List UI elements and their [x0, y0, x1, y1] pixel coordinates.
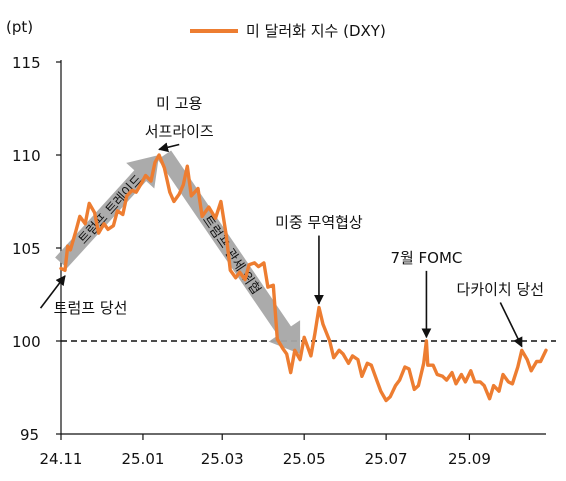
- y-axis-ticks: [56, 61, 61, 435]
- annotation-arrow: [39, 275, 66, 309]
- x-axis: 24.11 25.01 25.03 25.05 25.07 25.09: [40, 434, 491, 468]
- annotation-label: 서프라이즈: [145, 123, 214, 141]
- annotation-label: 7월 FOMC: [390, 249, 462, 267]
- annotation-arrow: [499, 302, 523, 348]
- annotation-label: 트럼프 당선: [54, 299, 128, 317]
- trend-arrow: [55, 155, 160, 269]
- trend-arrow-label: 트럼프 관세 위협: [199, 213, 263, 297]
- x-tick-label: 25.09: [448, 450, 491, 468]
- y-tick-label-95: 95: [20, 426, 39, 444]
- y-tick-label-105: 105: [12, 240, 41, 258]
- legend: 미 달러화 지수 (DXY): [190, 22, 386, 40]
- series-layer: [59, 153, 548, 403]
- y-tick-label-110: 110: [12, 147, 41, 165]
- y-tick-label-100: 100: [12, 333, 41, 351]
- y-unit-label: (pt): [6, 18, 33, 36]
- annotation-label: 미중 무역협상: [275, 214, 363, 232]
- y-tick-label-115: 115: [12, 54, 41, 72]
- x-tick-label: 25.05: [283, 450, 326, 468]
- x-tick-label: 25.01: [121, 450, 164, 468]
- x-tick-label: 25.07: [365, 450, 408, 468]
- dxy-series-line: [59, 153, 548, 403]
- legend-label: 미 달러화 지수 (DXY): [246, 22, 386, 40]
- x-tick-label: 24.11: [40, 450, 83, 468]
- y-axis: 115 110 105 100 95: [12, 54, 41, 444]
- annotation-label: 미 고용: [156, 95, 202, 113]
- annotation-arrow: [158, 142, 180, 153]
- annotation-label: 다카이치 당선: [457, 281, 545, 299]
- x-tick-label: 25.03: [201, 450, 244, 468]
